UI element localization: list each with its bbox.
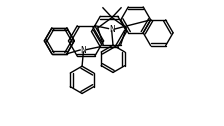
Text: N: N: [109, 25, 115, 34]
Text: N: N: [80, 46, 86, 55]
